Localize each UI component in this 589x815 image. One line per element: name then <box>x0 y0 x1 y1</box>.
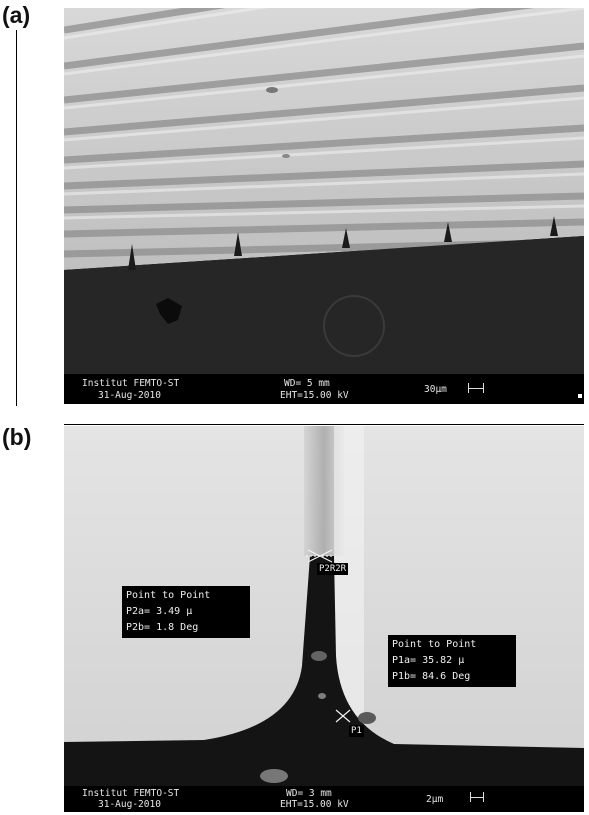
measurement-title: Point to Point <box>392 639 477 650</box>
top-measure-marker <box>306 549 334 563</box>
info-bar-b: Institut FEMTO-ST 31-Aug-2010 WD= 3 mm E… <box>64 786 584 812</box>
sem-image-a: Institut FEMTO-ST 31-Aug-2010 WD= 5 mm E… <box>64 8 584 404</box>
pillar-cross-section-image <box>64 426 584 812</box>
measurement-length: P1a= 35.82 µ <box>392 655 465 666</box>
info-bar-a: Institut FEMTO-ST 31-Aug-2010 WD= 5 mm E… <box>64 374 584 404</box>
eht-label: EHT=15.00 kV <box>280 799 349 810</box>
date-label: 31-Aug-2010 <box>98 390 161 401</box>
marker-label-top: P2R2R <box>317 563 349 575</box>
scale-bar-label: 2µm <box>426 794 444 805</box>
wd-label: WD= 5 mm <box>284 378 330 389</box>
frame-dot <box>578 394 582 398</box>
eht-label: EHT=15.00 kV <box>280 390 349 401</box>
panel-a-label: (a) <box>2 2 31 28</box>
institute-label: Institut FEMTO-ST <box>82 788 180 799</box>
date-label: 31-Aug-2010 <box>98 799 161 810</box>
sem-image-b: P2R2R P1 Point to Point P2a= 3.49 µ P2b=… <box>64 426 584 812</box>
bottom-measure-marker <box>335 709 351 723</box>
measurement-angle: P2b= 1.8 Deg <box>126 622 199 633</box>
scale-bar <box>468 383 484 393</box>
wd-label: WD= 3 mm <box>286 788 332 799</box>
measurement-box-p2: Point to Point P2a= 3.49 µ P2b= 1.8 Deg <box>122 586 250 638</box>
measurement-length: P2a= 3.49 µ <box>126 606 193 617</box>
frame-divider-a <box>16 30 17 406</box>
measurement-angle: P1b= 84.6 Deg <box>392 671 471 682</box>
marker-label-bottom: P1 <box>349 725 364 737</box>
grating-surface-image <box>64 8 584 404</box>
measurement-box-p1: Point to Point P1a= 35.82 µ P1b= 84.6 De… <box>388 635 516 687</box>
measurement-title: Point to Point <box>126 590 211 601</box>
panel-b-label: (b) <box>2 424 32 450</box>
institute-label: Institut FEMTO-ST <box>82 378 180 389</box>
scale-bar <box>470 792 484 802</box>
frame-divider-b <box>64 424 584 425</box>
scale-bar-label: 30µm <box>424 384 447 395</box>
